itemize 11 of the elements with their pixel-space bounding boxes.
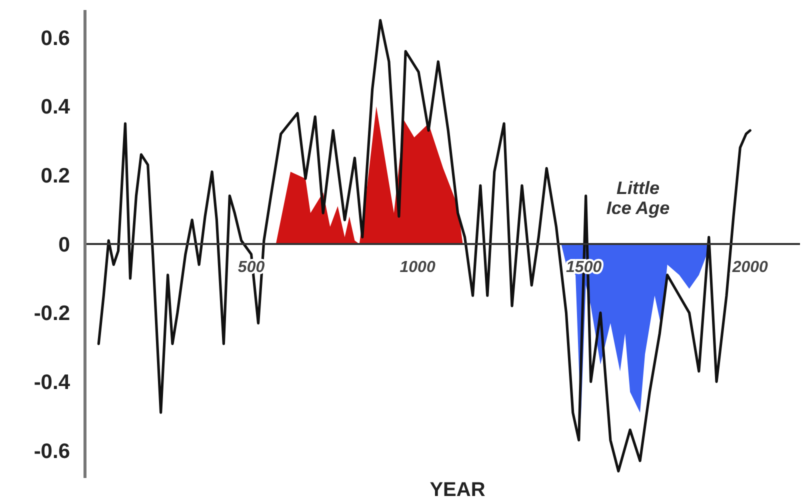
y-tick-label: 0.6 <box>40 26 70 50</box>
y-tick-label: 0 <box>58 233 70 256</box>
x-tick-label: 2000 <box>731 259 768 276</box>
y-tick-label: 0.4 <box>40 96 70 119</box>
y-tick-label: 0.2 <box>40 164 70 188</box>
y-tick-label: -0.2 <box>34 302 70 326</box>
x-tick-label: 1000 <box>400 259 436 276</box>
y-tick-label: -0.4 <box>34 370 70 394</box>
x-axis-title: YEAR <box>430 479 486 501</box>
y-tick-label: -0.6 <box>34 440 70 463</box>
annotation: Little Ice Age <box>606 178 670 218</box>
